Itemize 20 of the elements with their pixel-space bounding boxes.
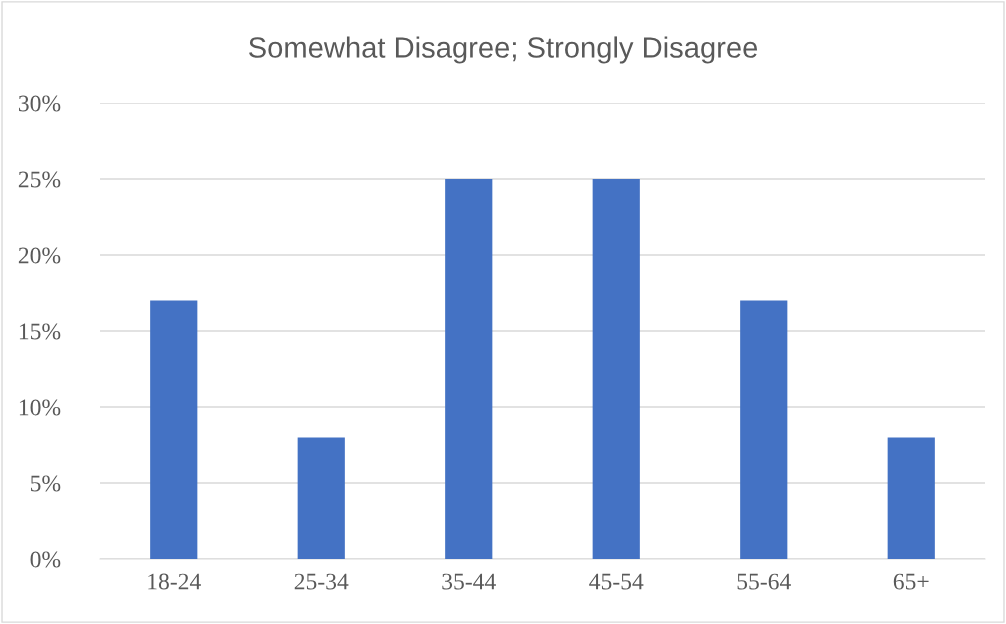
y-tick-label: 30% <box>18 95 61 112</box>
y-tick-label: 5% <box>31 475 61 492</box>
x-tick-label: 25-34 <box>294 573 349 590</box>
bar <box>887 437 935 559</box>
bar <box>150 300 198 559</box>
bar <box>445 179 493 559</box>
x-tick-label: 55-64 <box>737 573 791 590</box>
x-tick-label: 18-24 <box>148 573 201 590</box>
bar <box>297 437 345 559</box>
y-tick-label: 15% <box>19 323 61 340</box>
x-tick-label: 65+ <box>893 573 929 590</box>
bar <box>592 179 640 559</box>
x-tick-label: 35-44 <box>442 573 496 590</box>
y-tick-label: 10% <box>19 399 61 416</box>
y-tick-label: 20% <box>18 247 61 264</box>
bar <box>740 300 788 559</box>
chart-title: Somewhat Disagree; Strongly Disagree <box>249 36 758 64</box>
y-tick-label: 25% <box>18 171 61 188</box>
y-tick-label: 0% <box>30 551 61 568</box>
x-tick-label: 45-54 <box>589 573 644 590</box>
